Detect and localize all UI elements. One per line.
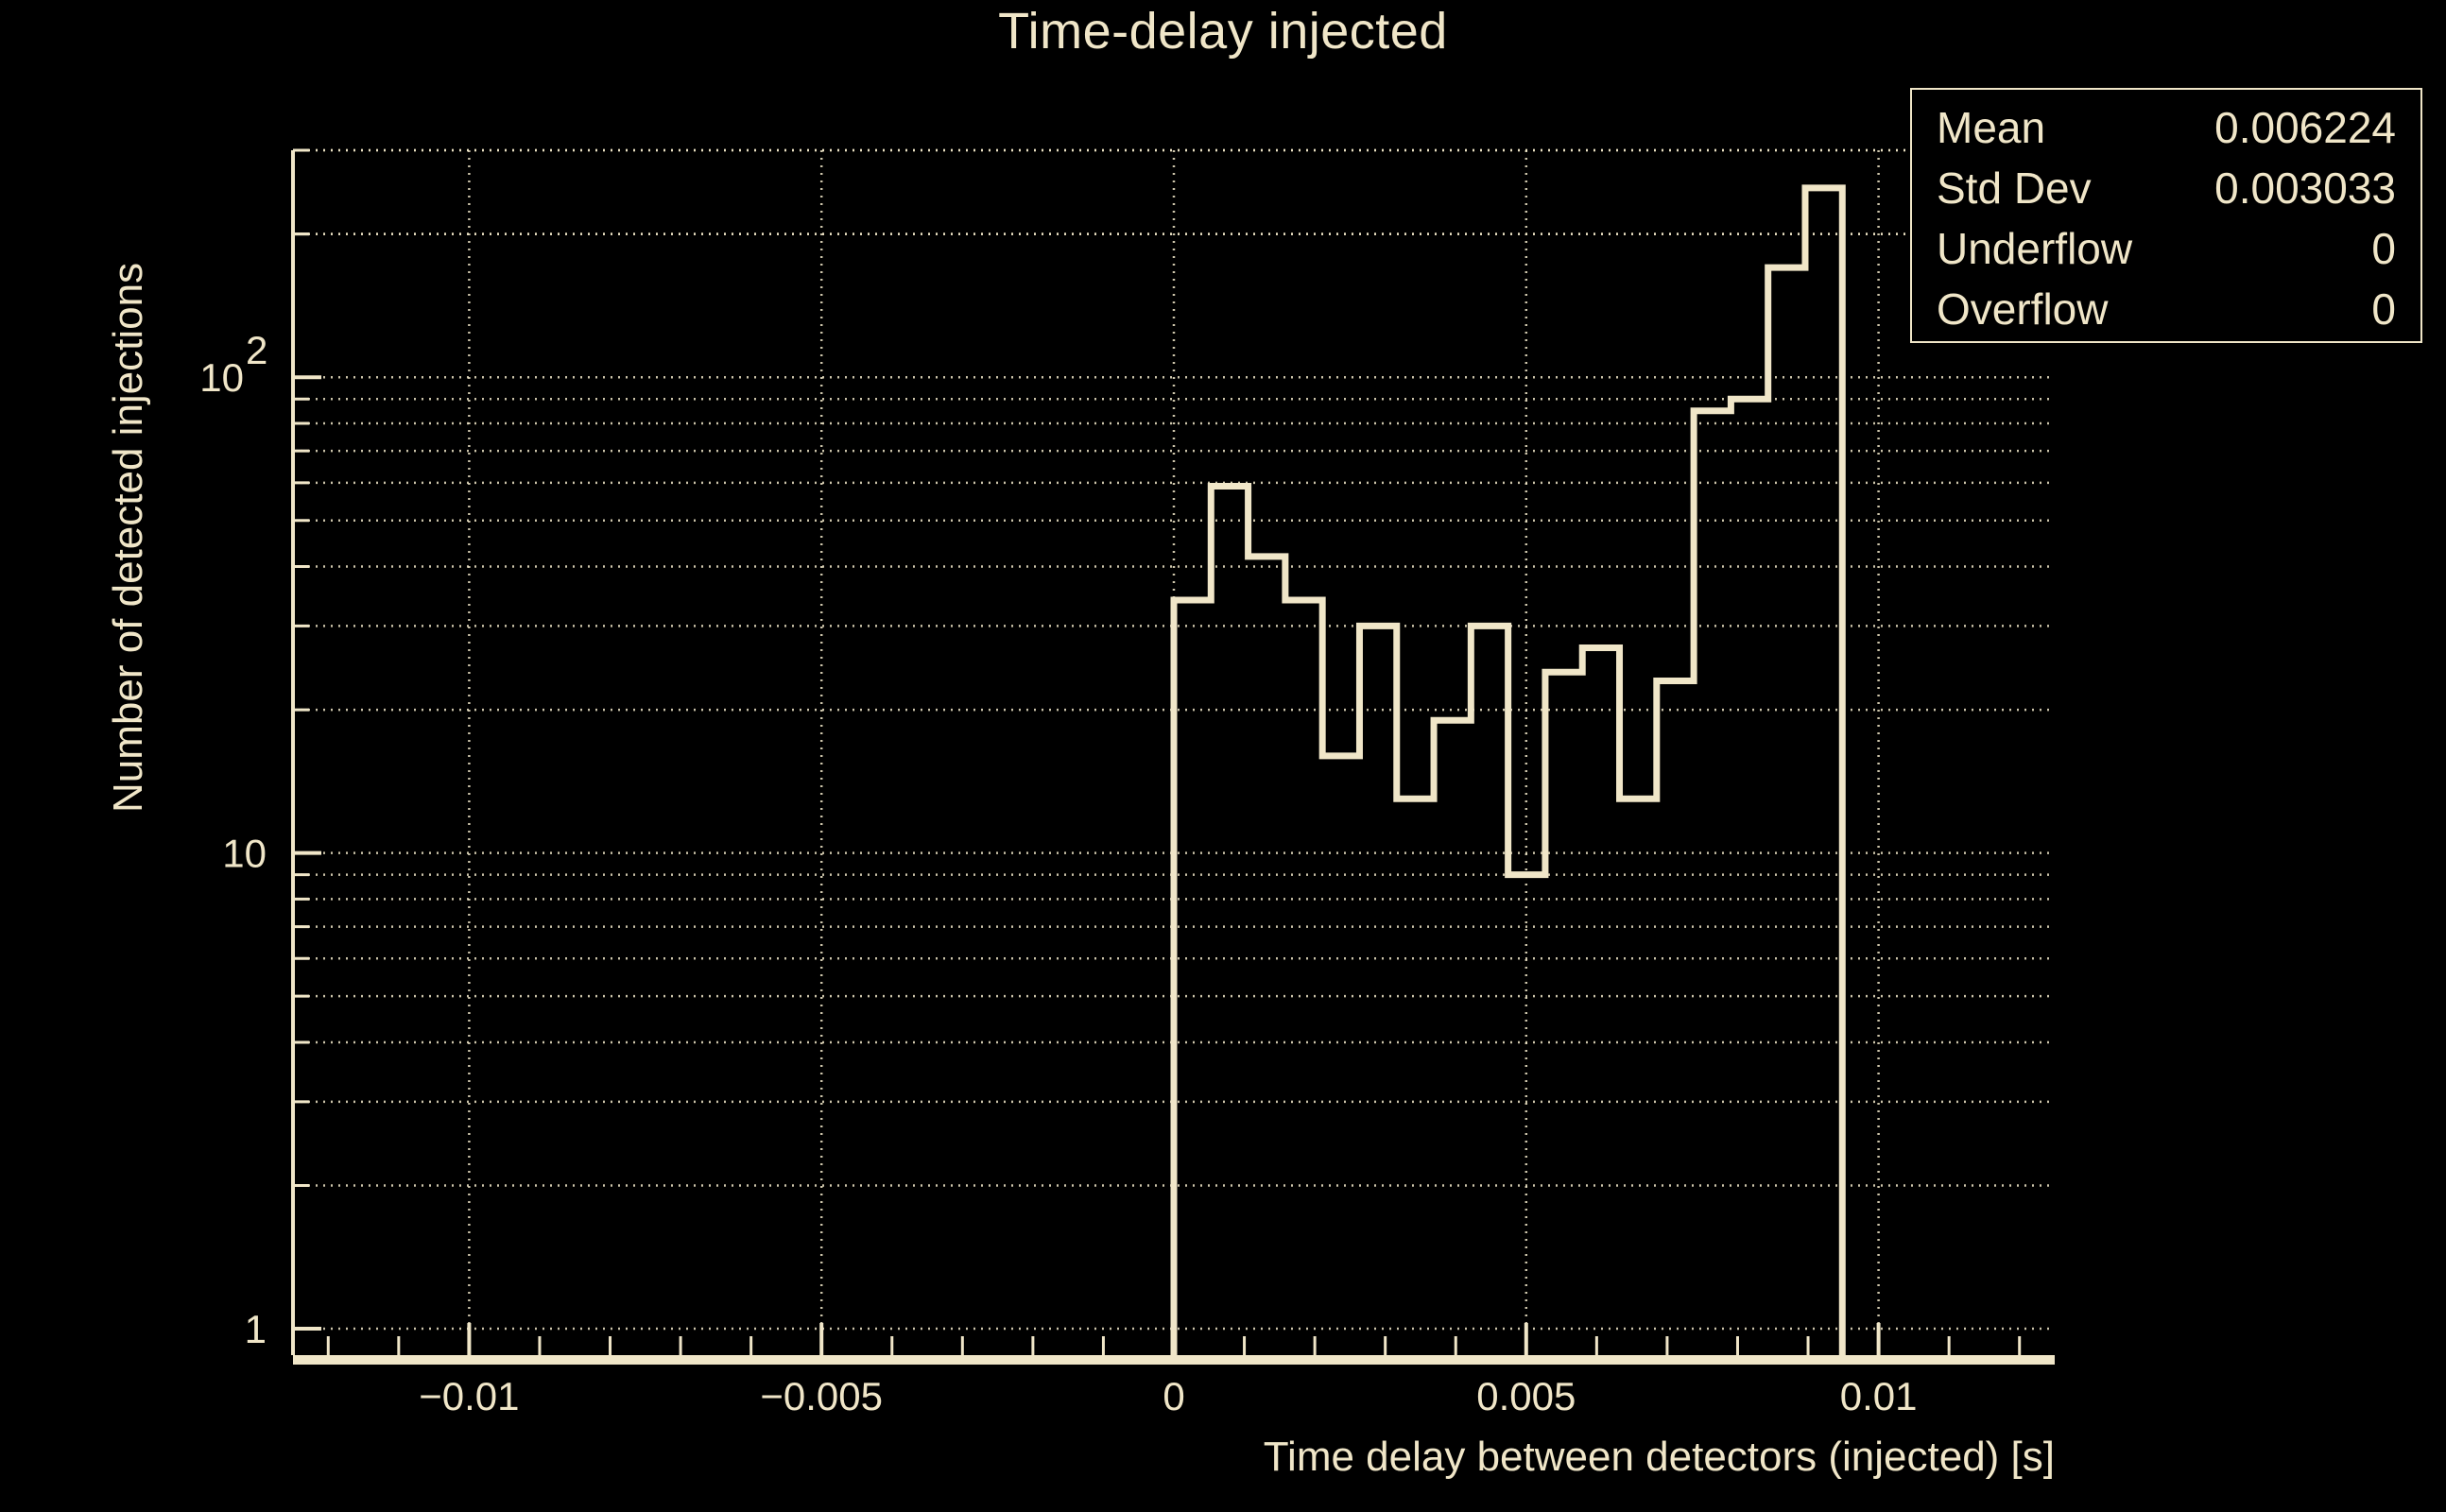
stats-row: Mean 0.006224 [1937,97,2396,158]
svg-text:2: 2 [246,328,267,372]
page-title: Time-delay injected [998,3,1448,60]
x-axis-title: Time delay between detectors (injected) … [1264,1434,2055,1480]
svg-text:1: 1 [245,1307,267,1351]
stats-label: Overflow [1937,284,2109,334]
x-tick-label: 0.01 [1840,1374,1918,1418]
stats-value: 0.003033 [2214,163,2396,213]
stats-box: Mean 0.006224 Std Dev 0.003033 Underflow 0 Ove… [1910,88,2422,343]
stats-value: 0 [2371,224,2396,273]
axis-ticks [293,148,2022,1355]
x-tick-label: −0.01 [419,1374,519,1418]
x-tick-label: −0.005 [760,1374,883,1418]
y-tick-label: 102 [199,328,267,400]
x-tick-label: 0 [1163,1374,1184,1418]
histogram-series [1170,184,1846,1355]
stats-value: 0 [2371,284,2396,334]
x-tick-label: 0.005 [1476,1374,1576,1418]
stats-label: Std Dev [1937,163,2092,213]
stats-row: Underflow 0 [1937,218,2396,279]
svg-text:10: 10 [222,832,267,876]
histogram-outline [1170,184,1846,1355]
y-tick-label: 10 [222,832,267,876]
stats-row: Std Dev 0.003033 [1937,158,2396,218]
stats-value: 0.006224 [2214,103,2396,152]
svg-text:10: 10 [199,355,244,400]
y-tick-label: 1 [245,1307,267,1351]
axis-frame [291,150,2055,1365]
stats-label: Underflow [1937,224,2133,273]
y-axis-title-text: Number of detected injections [105,263,151,813]
stats-label: Mean [1937,103,2046,152]
x-axis-title-text: Time delay between detectors (injected) … [1264,1434,2055,1480]
grid-lines [293,148,2055,1355]
stats-row: Overflow 0 [1937,279,2396,339]
y-axis-title: Number of detected injections [105,263,151,813]
x-tick-labels: −0.01 −0.005 0 0.005 0.01 [419,1374,1917,1418]
